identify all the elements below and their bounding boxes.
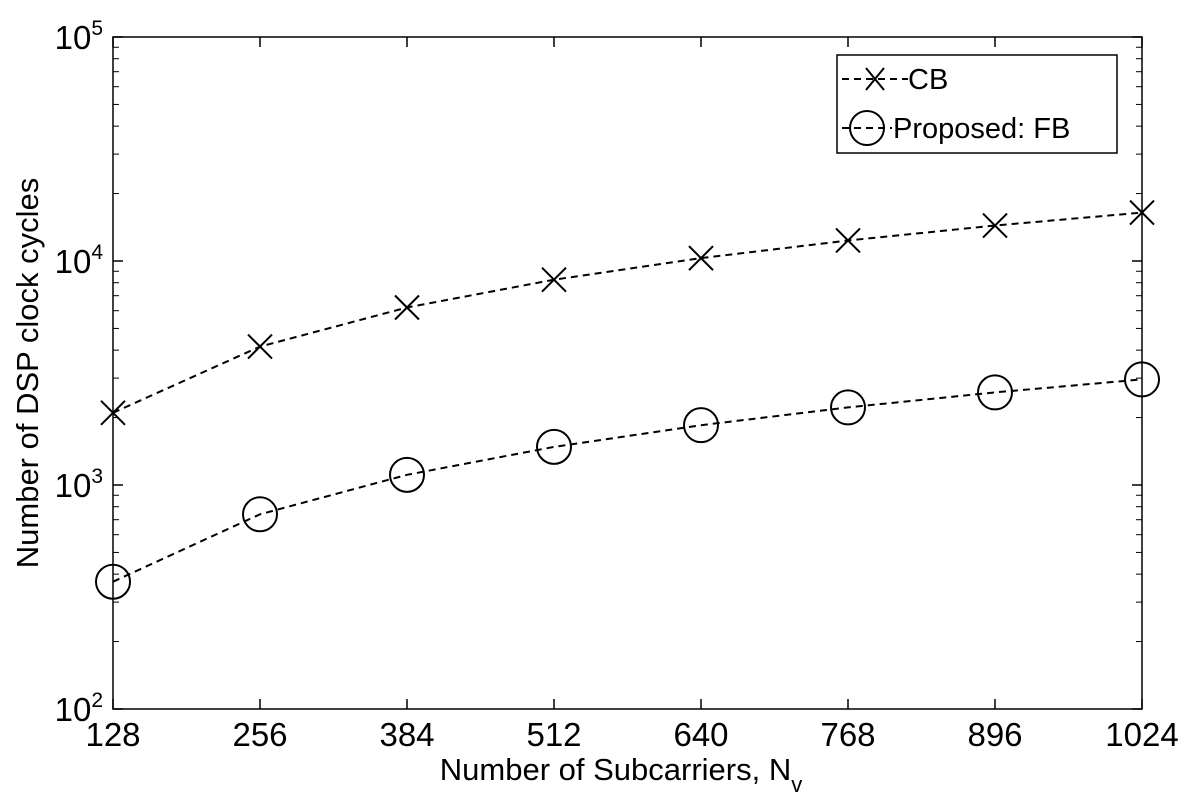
- data-point-fb: [242, 496, 278, 533]
- x-tick-label: 256: [232, 716, 287, 753]
- legend-marker-cb: [865, 67, 885, 91]
- legend-label-fb: Proposed: FB: [893, 113, 1070, 145]
- marker-stroke: [835, 227, 861, 254]
- marker-stroke: [100, 400, 126, 426]
- x-tick-label: 128: [85, 716, 140, 753]
- y-tick-label: 103: [55, 465, 103, 504]
- y-minor-ticks: [113, 46, 1142, 643]
- marker-stroke: [541, 267, 567, 293]
- data-point-cb: [394, 294, 420, 321]
- marker-stroke: [394, 294, 420, 321]
- data-point-fb: [95, 563, 131, 600]
- data-point-fb: [389, 456, 425, 493]
- x-tick-label: 384: [379, 716, 434, 753]
- y-tick-label: 102: [55, 689, 103, 728]
- legend-box: [836, 54, 1118, 154]
- data-point-cb: [982, 212, 1008, 239]
- data-point-cb: [247, 333, 273, 360]
- data-point-cb: [541, 267, 567, 293]
- marker-stroke: [982, 212, 1008, 239]
- data-point-fb: [1124, 361, 1160, 398]
- x-tick-label: 640: [673, 716, 728, 753]
- x-tick-label: 768: [820, 716, 875, 753]
- data-point-fb: [977, 374, 1013, 411]
- marker-stroke: [247, 333, 273, 360]
- x-tick-label: 1024: [1105, 716, 1178, 753]
- y-tick-label: 104: [55, 241, 104, 280]
- x-tick-label: 896: [967, 716, 1022, 753]
- x-axis-label: Number of Subcarriers, Nv: [440, 752, 802, 797]
- marker-stroke: [1129, 199, 1155, 226]
- data-point-cb: [1129, 199, 1155, 226]
- data-point-cb: [835, 227, 861, 254]
- y-axis: 102 103 104 105: [55, 17, 1142, 728]
- x-axis: 128 256 384 512 640 768 896 1024: [85, 37, 1179, 753]
- x-tick-label: 512: [526, 716, 581, 753]
- legend-marker-fb: [849, 110, 885, 146]
- y-tick-label: 105: [55, 17, 103, 56]
- data-point-cb: [100, 400, 126, 426]
- data-point-fb: [683, 407, 719, 444]
- legend: CB Proposed: FB: [836, 54, 1118, 154]
- series-line-cb: [112, 211, 1143, 414]
- series-layer: [95, 199, 1160, 600]
- legend-label-cb: CB: [908, 64, 948, 96]
- data-point-cb: [688, 245, 714, 271]
- y-axis-label: Number of DSP clock cycles: [10, 178, 45, 569]
- data-point-fb: [830, 389, 866, 426]
- marker-stroke: [688, 245, 714, 271]
- data-point-fb: [536, 428, 572, 465]
